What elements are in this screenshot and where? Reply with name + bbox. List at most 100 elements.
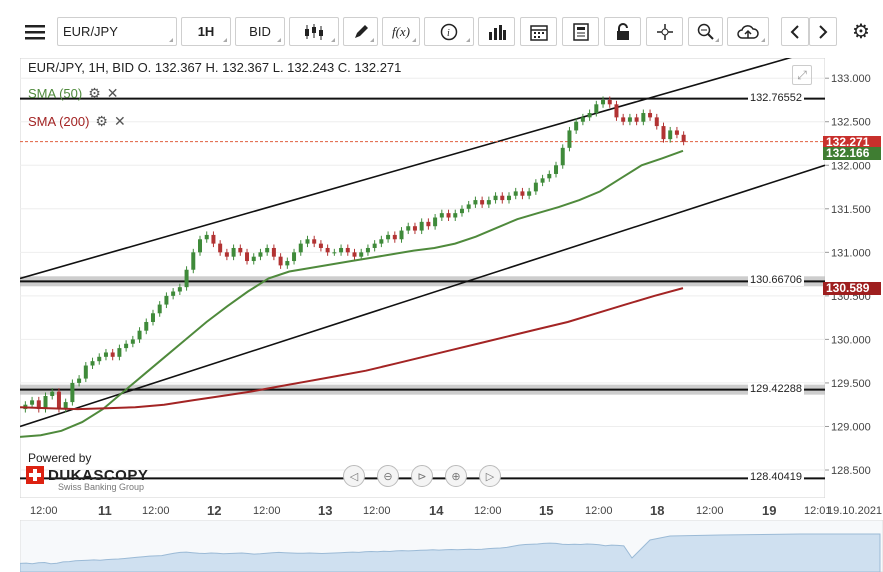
date-label: 19.10.2021: [827, 505, 883, 517]
candle-body: [198, 239, 203, 253]
candle-body: [305, 239, 310, 244]
candle-body: [164, 295, 169, 305]
candle-body: [661, 126, 666, 140]
price-tick-label: 129.000: [831, 421, 871, 433]
candle-body: [533, 182, 538, 192]
candle-body: [30, 400, 35, 405]
candle-body: [466, 204, 471, 209]
candle-body: [312, 239, 317, 244]
sma200-badge: 130.589: [823, 282, 881, 296]
candle-body: [157, 304, 162, 314]
calendar-button[interactable]: [520, 17, 557, 46]
price-axis[interactable]: 133.000 132.500 132.000 131.500 131.000 130.5…: [825, 58, 883, 498]
candle-body: [218, 243, 223, 253]
candle-body: [493, 195, 498, 201]
price-type-label: BID: [249, 24, 271, 39]
sma50-line: [20, 149, 684, 438]
candlestick-icon: [305, 23, 323, 40]
candle-body: [641, 113, 646, 122]
report-button[interactable]: [562, 17, 599, 46]
gear-icon: ⚙: [852, 21, 870, 43]
price-chart[interactable]: [20, 58, 825, 498]
time-tick-label: 14: [429, 503, 444, 518]
candle-body: [594, 104, 599, 114]
candle-body: [480, 200, 485, 205]
timeframe-select[interactable]: 1H: [181, 17, 231, 46]
price-type-select[interactable]: BID: [235, 17, 285, 46]
timeframe-label: 1H: [197, 24, 215, 39]
candle-body: [601, 99, 606, 105]
sma50-badge: 132.166: [823, 147, 881, 161]
function-button[interactable]: f(x): [382, 17, 420, 46]
candle-body: [258, 252, 263, 257]
candle-body: [56, 391, 61, 410]
pan-left-button[interactable]: ◁: [343, 465, 365, 487]
time-tick-label: 11: [98, 503, 112, 518]
function-icon: f(x): [391, 23, 411, 39]
gear-icon[interactable]: ⚙: [95, 113, 108, 129]
time-tick-label: 12:00: [142, 505, 170, 517]
level-price-label: 128.40419: [748, 471, 804, 484]
price-tick-label: 131.000: [831, 247, 871, 259]
candle-body: [399, 230, 404, 240]
symbol-label: EUR/JPY: [63, 24, 118, 39]
reset-zoom-button[interactable]: ⊳: [411, 465, 433, 487]
candle-body: [406, 226, 411, 231]
zoom-in-button[interactable]: ⊕: [445, 465, 467, 487]
sma200-line: [20, 287, 684, 411]
settings-button[interactable]: ⚙: [846, 17, 876, 46]
candle-body: [265, 247, 270, 253]
candle-body: [332, 252, 337, 254]
brand-tagline: Swiss Banking Group: [58, 482, 145, 492]
candle-body: [614, 104, 619, 118]
candle-body: [77, 378, 82, 383]
candle-body: [506, 195, 511, 201]
indicators-button[interactable]: [478, 17, 515, 46]
candle-body: [184, 269, 189, 288]
gear-icon[interactable]: ⚙: [88, 85, 101, 101]
level-price-label: 132.76552: [748, 91, 804, 104]
zoom-button[interactable]: [688, 17, 723, 46]
candle-body: [580, 117, 585, 122]
lock-button[interactable]: [604, 17, 641, 46]
crosshair-button[interactable]: [646, 17, 683, 46]
upload-button[interactable]: [727, 17, 769, 46]
candle-body: [587, 113, 592, 118]
candle-body: [648, 113, 653, 118]
time-tick-label: 12:00: [30, 505, 58, 517]
pencil-icon: [354, 24, 368, 38]
candle-body: [365, 247, 370, 253]
draw-button[interactable]: [343, 17, 378, 46]
candle-body: [527, 191, 532, 196]
candle-body: [352, 252, 357, 257]
menu-icon[interactable]: [16, 17, 53, 46]
level-price-label: 130.66706: [748, 274, 804, 287]
candle-body: [446, 213, 451, 218]
candle-body: [607, 99, 612, 105]
symbol-select[interactable]: EUR/JPY: [57, 17, 177, 46]
price-tick-label: 129.500: [831, 378, 871, 390]
candle-body: [567, 130, 572, 148]
time-tick-label: 12:00: [474, 505, 502, 517]
expand-icon[interactable]: ⤢: [792, 65, 812, 85]
price-tick-label: 133.000: [831, 73, 871, 85]
candlestick-button[interactable]: [289, 17, 339, 46]
candle-body: [345, 247, 350, 253]
candle-body: [318, 243, 323, 248]
scroll-left-button[interactable]: [781, 17, 809, 46]
candle-body: [372, 243, 377, 248]
info-button[interactable]: i: [424, 17, 474, 46]
candle-body: [325, 247, 330, 253]
price-tick-label: 132.500: [831, 117, 871, 129]
time-tick-label: 13: [318, 503, 333, 518]
zoom-out-button[interactable]: ⊖: [377, 465, 399, 487]
candle-body: [574, 121, 579, 131]
pan-right-button[interactable]: ▷: [479, 465, 501, 487]
candle-body: [412, 226, 417, 231]
close-icon[interactable]: ✕: [113, 113, 126, 129]
time-tick-label: 12:00: [363, 505, 391, 517]
candle-body: [278, 256, 283, 266]
scroll-right-button[interactable]: [809, 17, 837, 46]
close-icon[interactable]: ✕: [106, 85, 119, 101]
navigator[interactable]: [20, 520, 883, 572]
